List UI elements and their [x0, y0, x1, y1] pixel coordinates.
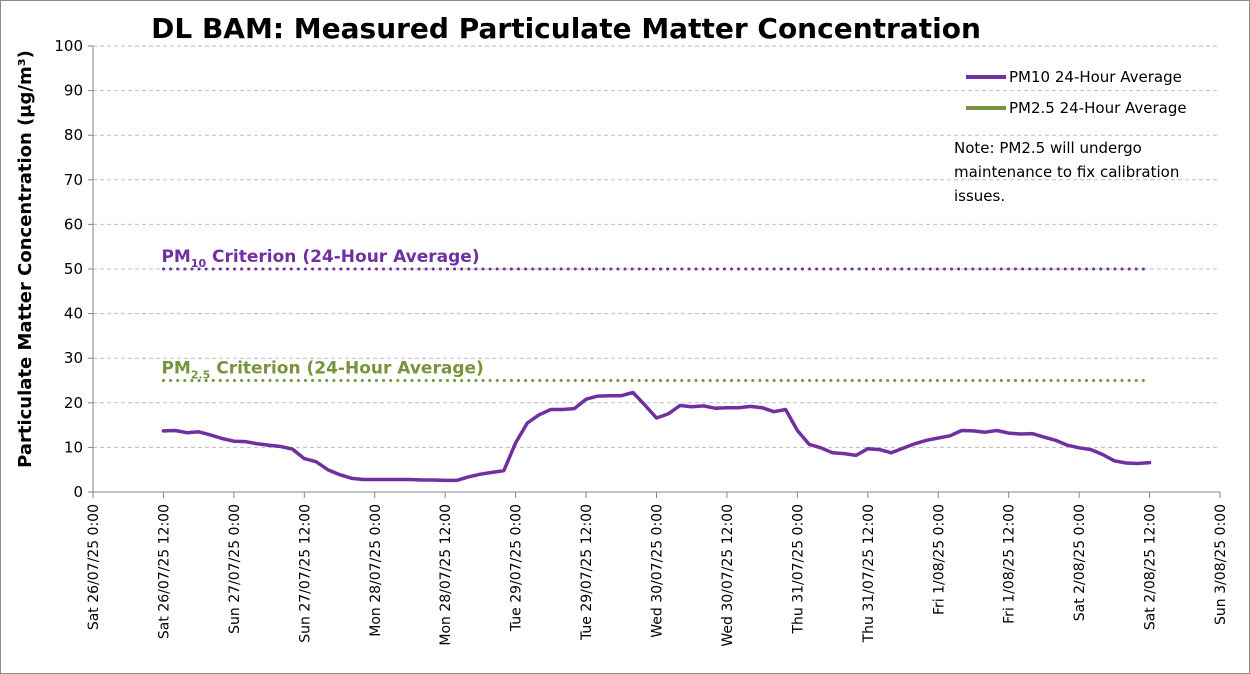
y-tick-label: 50 [64, 260, 83, 278]
y-tick-label: 40 [64, 305, 83, 323]
y-tick-label: 10 [64, 438, 83, 456]
x-tick-label: Sun 3/08/25 0:00 [1213, 504, 1229, 625]
x-tick-label: Sat 2/08/25 12:00 [1143, 504, 1159, 630]
legend-label: PM10 24-Hour Average [1009, 68, 1182, 86]
legend-label: PM2.5 24-Hour Average [1009, 99, 1187, 117]
x-tick-label: Sat 26/07/25 0:00 [86, 504, 102, 630]
x-tick-label: Sun 27/07/25 0:00 [227, 504, 243, 634]
y-tick-label: 20 [64, 394, 83, 412]
y-tick-label: 30 [64, 349, 83, 367]
x-tick-label: Fri 1/08/25 12:00 [1002, 504, 1018, 624]
x-tick-label: Thu 31/07/25 12:00 [861, 504, 877, 643]
note-annotation: Note: PM2.5 will undergo [954, 139, 1142, 157]
chart-title: DL BAM: Measured Particulate Matter Conc… [151, 12, 981, 45]
x-tick-label: Tue 29/07/25 0:00 [509, 504, 525, 632]
y-tick-label: 60 [64, 215, 83, 233]
pm10-criterion-label: PM10 Criterion (24-Hour Average) [161, 247, 479, 270]
x-tick-label: Tue 29/07/25 12:00 [579, 504, 595, 641]
y-tick-label: 80 [64, 126, 83, 144]
x-tick-label: Fri 1/08/25 0:00 [931, 504, 947, 615]
y-axis-label: Particulate Matter Concentration (μg/m³) [15, 50, 36, 468]
x-tick-label: Mon 28/07/25 0:00 [368, 504, 384, 637]
note-annotation: issues. [954, 187, 1005, 205]
x-tick-label: Wed 30/07/25 12:00 [720, 504, 736, 647]
y-tick-label: 70 [64, 171, 83, 189]
x-tick-label: Mon 28/07/25 12:00 [438, 504, 454, 646]
x-tick-label: Wed 30/07/25 0:00 [650, 504, 666, 638]
note-annotation: maintenance to fix calibration [954, 163, 1179, 181]
y-tick-label: 90 [64, 82, 83, 100]
y-tick-label: 0 [73, 483, 83, 501]
x-tick-label: Sun 27/07/25 12:00 [297, 504, 313, 643]
pm25-criterion-label: PM2.5 Criterion (24-Hour Average) [161, 359, 483, 382]
x-tick-label: Sat 26/07/25 12:00 [156, 504, 172, 639]
x-tick-label: Thu 31/07/25 0:00 [790, 504, 806, 635]
x-tick-label: Sat 2/08/25 0:00 [1072, 504, 1088, 621]
y-tick-label: 100 [54, 37, 83, 55]
series-line-pm10 [161, 390, 1152, 483]
